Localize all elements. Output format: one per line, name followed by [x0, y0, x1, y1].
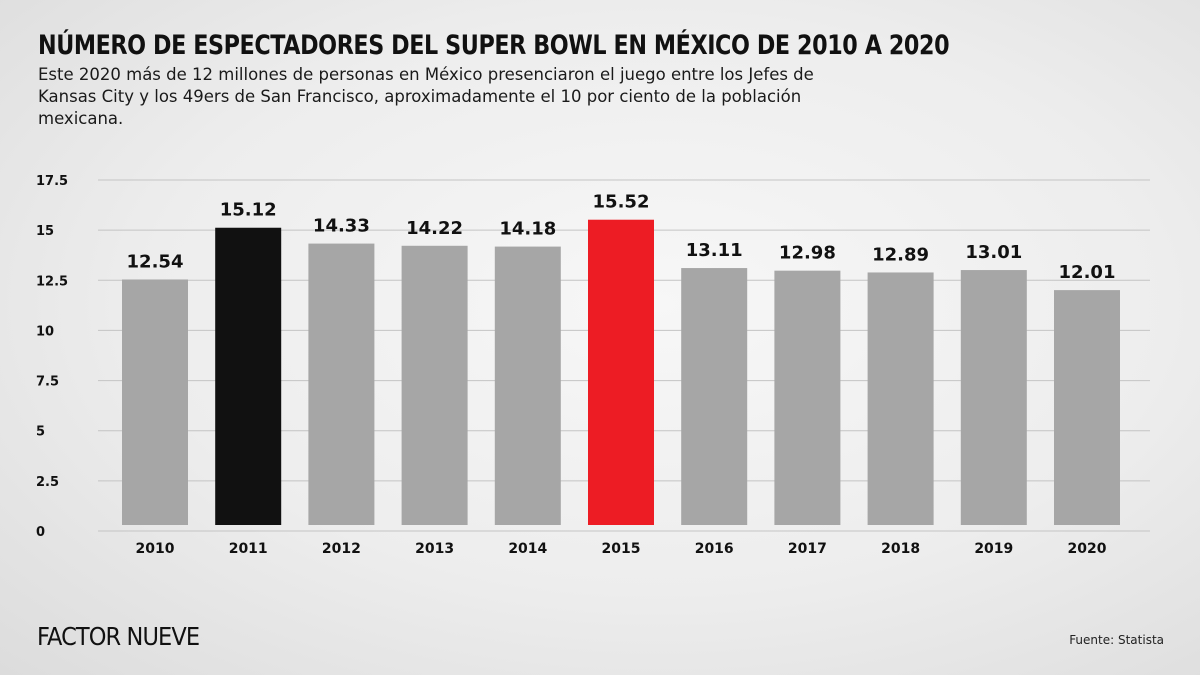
data-label-2010: 12.54: [127, 251, 184, 272]
y-axis-tick-labels: 0 2.5 5 7.5 10 12.5 15 17.5: [36, 174, 68, 540]
data-label-2017: 12.98: [779, 243, 836, 264]
y-tick-label: 12.5: [36, 274, 68, 289]
x-tick-label-2012: 2012: [322, 541, 361, 557]
bar-2020: [1054, 290, 1120, 525]
x-tick-label-2019: 2019: [974, 541, 1013, 557]
chart-title: NÚMERO DE ESPECTADORES DEL SUPER BOWL EN…: [38, 30, 950, 61]
y-tick-label: 7.5: [36, 375, 59, 390]
y-tick-label: 0: [36, 525, 45, 540]
x-tick-label-2017: 2017: [788, 541, 827, 557]
bar-2011: [215, 227, 282, 525]
y-tick-label: 2.5: [36, 475, 59, 490]
bar-2010: [122, 279, 188, 525]
bar-2012: [308, 243, 375, 525]
bar-2013: [401, 245, 468, 526]
brand-logo: FACTOR NUEVE: [37, 622, 200, 651]
bar-2017: [774, 270, 841, 525]
bar-2016: [681, 268, 748, 525]
x-tick-label-2013: 2013: [415, 541, 454, 557]
bar-2015: [588, 219, 654, 526]
data-label-2019: 13.01: [965, 242, 1022, 263]
x-axis-tick-labels: 2010 2011 2012 2013 2014 2015 2016 2017 2018 2019…: [136, 541, 1107, 557]
data-label-2014: 14.18: [499, 219, 556, 240]
data-label-2016: 13.11: [686, 240, 743, 261]
x-tick-label-2016: 2016: [695, 541, 734, 557]
data-label-2013: 14.22: [406, 218, 463, 239]
y-tick-label: 17.5: [36, 174, 68, 189]
data-label-2020: 12.01: [1059, 262, 1116, 283]
x-tick-label-2015: 2015: [602, 541, 641, 557]
x-tick-label-2018: 2018: [881, 541, 920, 557]
data-labels: 12.54 15.12 14.33 14.22 14.18 15.52 13.11 12.98…: [127, 192, 1116, 283]
bars: [122, 219, 1120, 526]
data-label-2012: 14.33: [313, 216, 370, 237]
data-label-2015: 15.52: [593, 192, 650, 213]
data-label-2011: 15.12: [220, 200, 277, 221]
bar-2019: [960, 270, 1027, 525]
y-tick-label: 15: [36, 224, 54, 239]
bar-2018: [867, 272, 934, 525]
chart-subtitle: Este 2020 más de 12 millones de personas…: [38, 65, 814, 128]
source-note: Fuente: Statista: [1069, 633, 1164, 647]
x-tick-label-2020: 2020: [1068, 541, 1107, 557]
x-tick-label-2010: 2010: [136, 541, 175, 557]
x-tick-label-2011: 2011: [229, 541, 268, 557]
bar-2014: [494, 246, 561, 525]
x-tick-label-2014: 2014: [508, 541, 547, 557]
y-tick-label: 5: [36, 425, 45, 440]
data-label-2018: 12.89: [872, 244, 929, 265]
y-tick-label: 10: [36, 324, 54, 339]
